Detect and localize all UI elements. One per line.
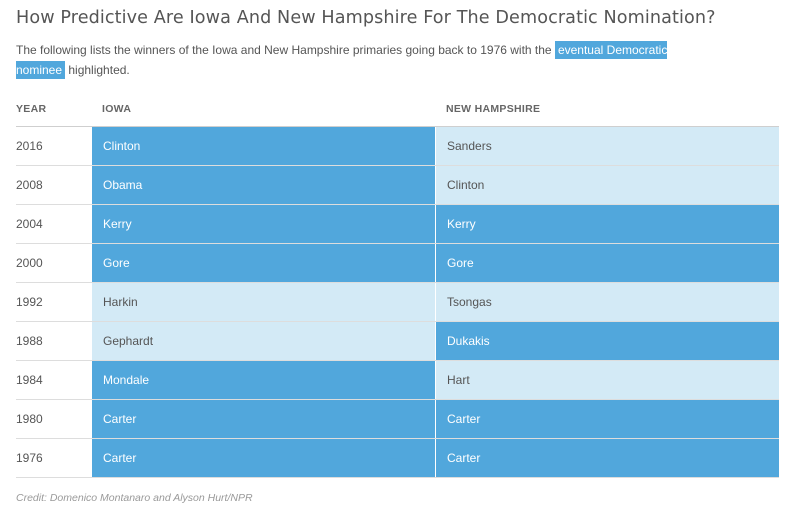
iowa-winner-cell: Clinton — [92, 127, 435, 165]
results-table: YEAR IOWA NEW HAMPSHIRE 2016 Clinton Sande… — [16, 90, 779, 478]
year-cell: 2016 — [16, 139, 43, 153]
new-hampshire-winner-cell: Sanders — [436, 127, 779, 165]
table-row: 2004 Kerry Kerry — [16, 205, 779, 244]
description-text-end: highlighted. — [65, 63, 130, 77]
column-header-new-hampshire: NEW HAMPSHIRE — [446, 103, 541, 115]
year-cell: 1976 — [16, 451, 43, 465]
chart-description: The following lists the winners of the I… — [16, 40, 706, 80]
column-header-iowa: IOWA — [102, 103, 132, 115]
iowa-winner-cell: Kerry — [92, 205, 435, 243]
new-hampshire-winner-cell: Gore — [436, 244, 779, 282]
new-hampshire-winner-cell: Kerry — [436, 205, 779, 243]
table-row: 2000 Gore Gore — [16, 244, 779, 283]
year-cell: 1988 — [16, 334, 43, 348]
new-hampshire-winner-cell: Hart — [436, 361, 779, 399]
chart-title: How Predictive Are Iowa And New Hampshir… — [16, 8, 716, 28]
new-hampshire-winner-cell: Tsongas — [436, 283, 779, 321]
table-body: 2016 Clinton Sanders 2008 Obama Clinton 2004 Ke… — [16, 127, 779, 478]
table-row: 1980 Carter Carter — [16, 400, 779, 439]
new-hampshire-winner-cell: Carter — [436, 400, 779, 438]
iowa-winner-cell: Carter — [92, 439, 435, 477]
iowa-winner-cell: Gephardt — [92, 322, 435, 360]
year-cell: 2008 — [16, 178, 43, 192]
table-row: 1992 Harkin Tsongas — [16, 283, 779, 322]
year-cell: 1980 — [16, 412, 43, 426]
iowa-winner-cell: Obama — [92, 166, 435, 204]
iowa-winner-cell: Carter — [92, 400, 435, 438]
column-header-year: YEAR — [16, 103, 47, 115]
description-text: The following lists the winners of the I… — [16, 43, 555, 57]
new-hampshire-winner-cell: Dukakis — [436, 322, 779, 360]
table-row: 2008 Obama Clinton — [16, 166, 779, 205]
credit-line: Credit: Domenico Montanaro and Alyson Hu… — [16, 492, 253, 504]
table-row: 1984 Mondale Hart — [16, 361, 779, 400]
iowa-winner-cell: Mondale — [92, 361, 435, 399]
table-row: 1976 Carter Carter — [16, 439, 779, 478]
year-cell: 2000 — [16, 256, 43, 270]
new-hampshire-winner-cell: Carter — [436, 439, 779, 477]
year-cell: 1984 — [16, 373, 43, 387]
table-header: YEAR IOWA NEW HAMPSHIRE — [16, 90, 779, 127]
table-row: 2016 Clinton Sanders — [16, 127, 779, 166]
iowa-winner-cell: Gore — [92, 244, 435, 282]
year-cell: 1992 — [16, 295, 43, 309]
iowa-winner-cell: Harkin — [92, 283, 435, 321]
new-hampshire-winner-cell: Clinton — [436, 166, 779, 204]
table-row: 1988 Gephardt Dukakis — [16, 322, 779, 361]
year-cell: 2004 — [16, 217, 43, 231]
